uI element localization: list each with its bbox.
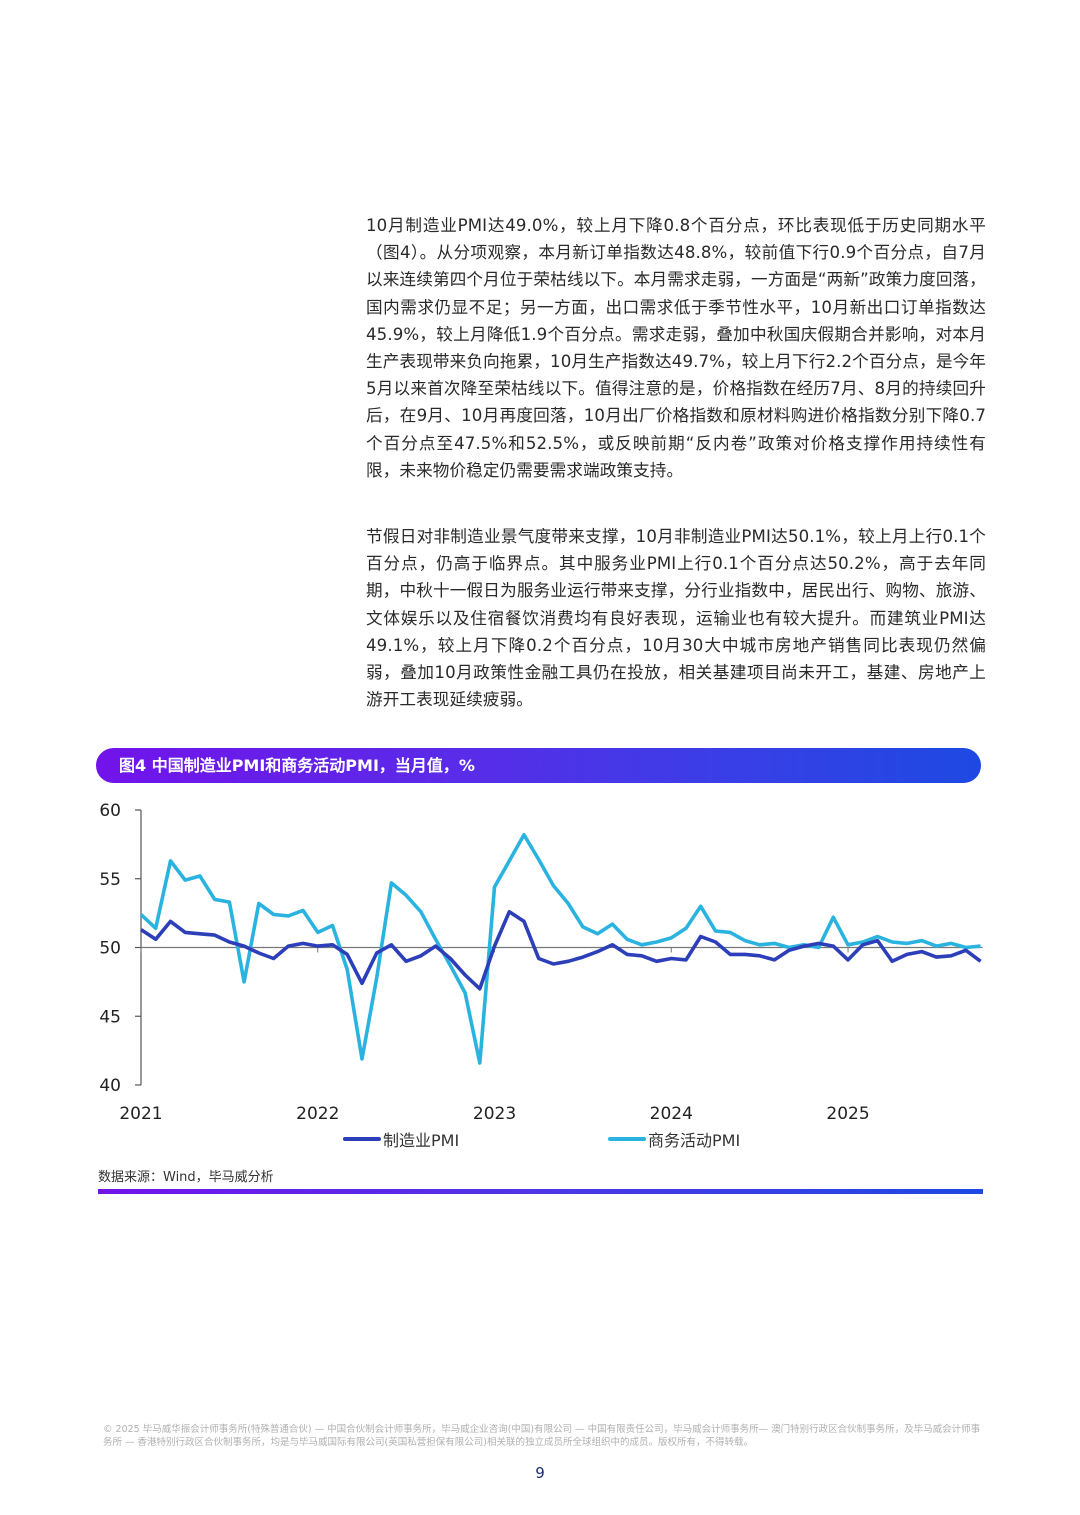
legend-swatch-business-activity [608, 1137, 646, 1141]
x-tick-label: 2021 [119, 1104, 162, 1120]
figure-bottom-divider [98, 1189, 983, 1194]
legend-item-business-activity-pmi: 商务活动PMI [608, 1127, 740, 1151]
y-tick-label: 55 [99, 870, 121, 890]
x-tick-label: 2025 [826, 1104, 869, 1120]
page-number: 9 [535, 1464, 545, 1482]
legend-swatch-manufacturing [343, 1137, 381, 1141]
body-paragraph-manufacturing: 10月制造业PMI达49.0%，较上月下降0.8个百分点，环比表现低于历史同期水… [366, 216, 986, 480]
y-tick-label: 45 [99, 1007, 121, 1027]
chart-lines [139, 832, 982, 1065]
series-manufacturing-pmi [140, 909, 982, 991]
y-tick-label: 60 [99, 801, 121, 821]
pmi-line-chart: 40 45 50 55 60 2021 2022 2023 2024 2025 [99, 801, 983, 1120]
x-tick-label: 2024 [650, 1104, 693, 1120]
series-business-activity-pmi [139, 832, 981, 1065]
legend-label-business-activity: 商务活动PMI [648, 1131, 741, 1150]
figure-title-bar: 图4 中国制造业PMI和商务活动PMI，当月值，% [96, 748, 981, 783]
chart-axes: 40 45 50 55 60 2021 2022 2023 2024 2025 [99, 801, 983, 1120]
copyright-notice: © 2025 毕马威华振会计师事务所(特殊普通合伙) — 中国合伙制会计师事务所… [103, 1424, 981, 1448]
legend-label-manufacturing: 制造业PMI [383, 1131, 460, 1150]
data-source-note: 数据来源：Wind，毕马威分析 [98, 1170, 274, 1185]
legend-item-manufacturing-pmi: 制造业PMI [343, 1127, 459, 1151]
figure-title: 图4 中国制造业PMI和商务活动PMI，当月值，% [119, 756, 475, 775]
y-tick-label: 50 [99, 939, 121, 959]
body-paragraph-non-manufacturing: 节假日对非制造业景气度带来支撑，10月非制造业PMI达50.1%，较上月上行0.… [366, 527, 986, 710]
x-tick-label: 2023 [473, 1104, 516, 1120]
x-tick-label: 2022 [296, 1104, 339, 1120]
y-tick-label: 40 [99, 1076, 121, 1096]
